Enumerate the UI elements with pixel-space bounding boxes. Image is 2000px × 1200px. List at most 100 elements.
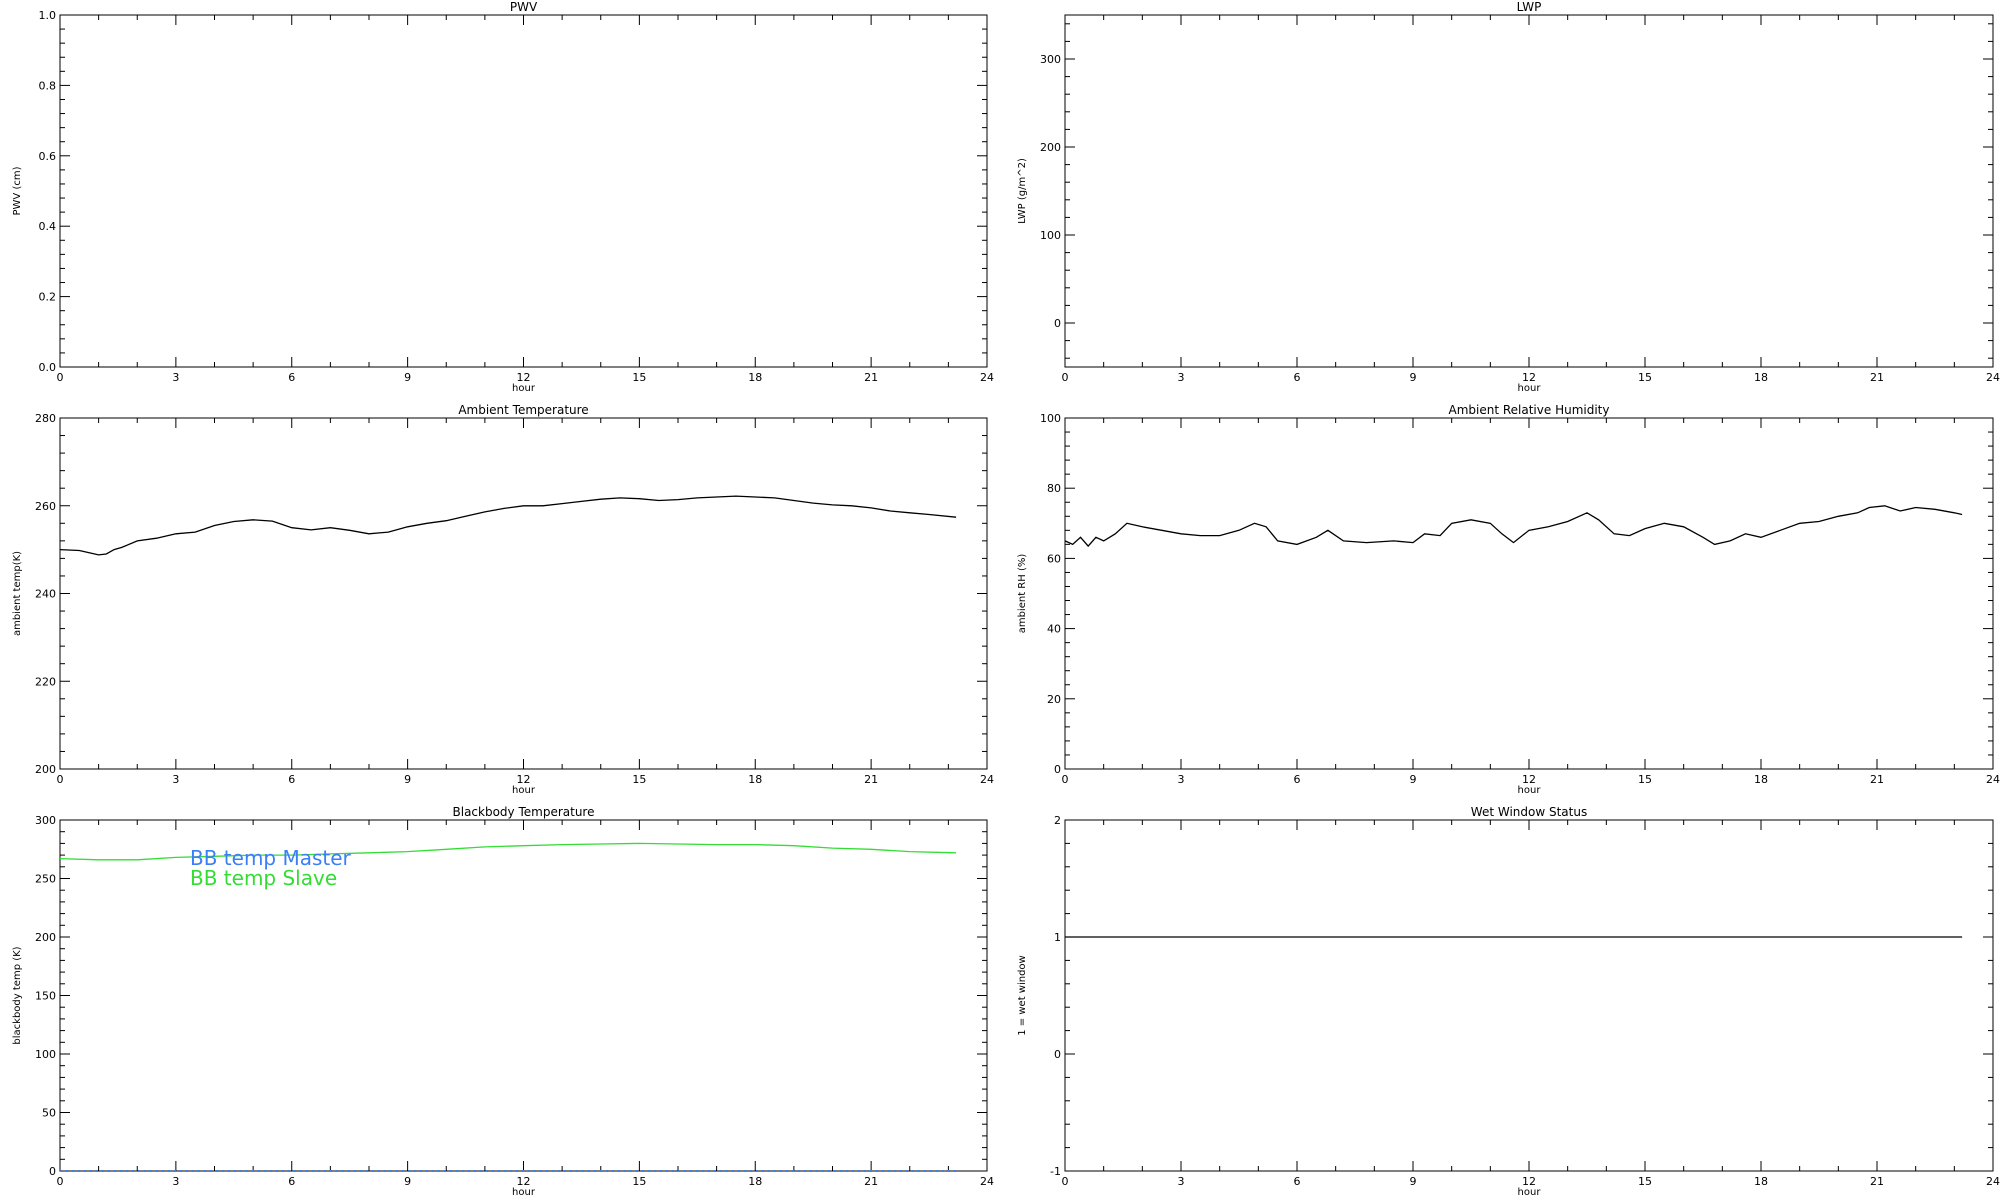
y-tick-label: 200 [35, 763, 56, 776]
x-axis-label: hour [512, 785, 536, 796]
y-axis-label: blackbody temp (K) [12, 946, 23, 1044]
y-axis-label: 1 = wet window [1017, 955, 1028, 1035]
x-tick-label: 6 [1294, 371, 1301, 384]
y-tick-label: 0 [1054, 1048, 1061, 1061]
y-tick-label: 200 [35, 931, 56, 944]
y-tick-label: 0.4 [39, 220, 57, 233]
x-tick-label: 21 [864, 773, 878, 786]
x-tick-label: 12 [517, 773, 531, 786]
chart-title: LWP [1517, 0, 1542, 14]
plot-frame [59, 14, 988, 368]
series-line-1 [59, 495, 957, 556]
x-tick-label: 3 [172, 773, 179, 786]
x-tick-label: 24 [1986, 1175, 2000, 1188]
x-tick-label: 12 [517, 371, 531, 384]
y-axis-label: ambient temp(K) [12, 551, 23, 636]
y-tick-label: 2 [1054, 814, 1061, 827]
chart-title: Blackbody Temperature [453, 805, 595, 819]
x-tick-label: 15 [1638, 773, 1652, 786]
y-tick-label: 200 [1040, 141, 1061, 154]
x-tick-label: 21 [1870, 1175, 1884, 1188]
x-tick-label: 3 [172, 371, 179, 384]
x-tick-label: 3 [1178, 773, 1185, 786]
y-tick-label: 0.2 [39, 291, 57, 304]
y-tick-label: 60 [1047, 552, 1061, 565]
y-tick-label: 280 [35, 412, 56, 425]
x-tick-label: 0 [57, 371, 64, 384]
y-tick-label: 300 [35, 814, 56, 827]
y-tick-label: 0 [49, 1165, 56, 1178]
y-axis-label: ambient RH (%) [1017, 554, 1028, 634]
x-tick-label: 12 [1522, 1175, 1536, 1188]
series-line-2 [59, 842, 957, 861]
x-tick-label: 0 [57, 1175, 64, 1188]
x-tick-label: 3 [1178, 1175, 1185, 1188]
x-tick-label: 24 [1986, 773, 2000, 786]
plot-frame [1064, 819, 1994, 1172]
x-axis-label: hour [512, 1187, 536, 1198]
x-tick-label: 0 [57, 773, 64, 786]
chart-title: PWV [510, 0, 538, 14]
chart-title: Wet Window Status [1471, 805, 1587, 819]
legend-entry: BB temp Slave [190, 866, 337, 890]
x-tick-label: 18 [748, 1175, 762, 1188]
y-tick-label: 250 [35, 873, 56, 886]
y-tick-label: 0 [1054, 763, 1061, 776]
x-tick-label: 21 [1870, 371, 1884, 384]
x-tick-label: 24 [1986, 371, 2000, 384]
x-tick-label: 0 [1062, 1175, 1069, 1188]
y-tick-label: 260 [35, 500, 56, 513]
series-line-1 [1064, 505, 1963, 548]
x-tick-label: 3 [1178, 371, 1185, 384]
x-tick-label: 3 [172, 1175, 179, 1188]
x-tick-label: 21 [864, 371, 878, 384]
x-tick-label: 12 [517, 1175, 531, 1188]
x-tick-label: 15 [632, 1175, 646, 1188]
y-tick-label: 300 [1040, 53, 1061, 66]
y-axis-label: PWV (cm) [12, 166, 23, 215]
x-tick-label: 18 [1754, 1175, 1768, 1188]
x-tick-label: 15 [632, 773, 646, 786]
x-tick-label: 21 [1870, 773, 1884, 786]
y-tick-label: 0.0 [39, 361, 57, 374]
chart-panel-1: PWV 0 3 6 9 12 15 18 21 24 hour 0.0 0.2 0.4 0.6 0.8 1.0 P… [12, 0, 994, 394]
x-axis-label: hour [1518, 383, 1542, 394]
chart-panel-3: Ambient Temperature 0 3 6 9 12 15 18 21 24 hour 200… [12, 403, 994, 796]
chart-title: Ambient Temperature [458, 403, 588, 417]
x-tick-label: 12 [1522, 371, 1536, 384]
chart-panel-5: Blackbody Temperature 0 3 6 9 12 15 18 21 24 hour 0… [12, 805, 994, 1198]
y-tick-label: 220 [35, 675, 56, 688]
x-tick-label: 18 [1754, 371, 1768, 384]
x-tick-label: 15 [1638, 1175, 1652, 1188]
y-tick-label: 100 [1040, 412, 1061, 425]
x-tick-label: 6 [288, 773, 295, 786]
y-tick-label: 0 [1054, 317, 1061, 330]
y-tick-label: 100 [1040, 229, 1061, 242]
plot-frame [1064, 417, 1994, 770]
x-tick-label: 15 [1638, 371, 1652, 384]
y-tick-label: 40 [1047, 623, 1061, 636]
x-tick-label: 6 [288, 1175, 295, 1188]
x-tick-label: 6 [1294, 773, 1301, 786]
y-tick-label: 50 [42, 1107, 56, 1120]
x-tick-label: 9 [1410, 1175, 1417, 1188]
x-tick-label: 0 [1062, 371, 1069, 384]
x-tick-label: 0 [1062, 773, 1069, 786]
x-tick-label: 21 [864, 1175, 878, 1188]
y-tick-label: 80 [1047, 482, 1061, 495]
x-tick-label: 9 [1410, 773, 1417, 786]
y-tick-label: 20 [1047, 693, 1061, 706]
y-tick-label: 1 [1054, 931, 1061, 944]
x-tick-label: 9 [404, 773, 411, 786]
x-tick-label: 9 [404, 1175, 411, 1188]
chart-panel-4: Ambient Relative Humidity 0 3 6 9 12 15 18 21 24 h… [1017, 403, 2000, 796]
x-axis-label: hour [512, 383, 536, 394]
legend-entry: BB temp Master [190, 846, 352, 870]
x-tick-label: 15 [632, 371, 646, 384]
x-tick-label: 24 [980, 1175, 994, 1188]
y-tick-label: 0.6 [39, 150, 57, 163]
x-axis-label: hour [1518, 785, 1542, 796]
chart-title: Ambient Relative Humidity [1449, 403, 1610, 417]
x-tick-label: 18 [748, 371, 762, 384]
x-tick-label: 18 [1754, 773, 1768, 786]
